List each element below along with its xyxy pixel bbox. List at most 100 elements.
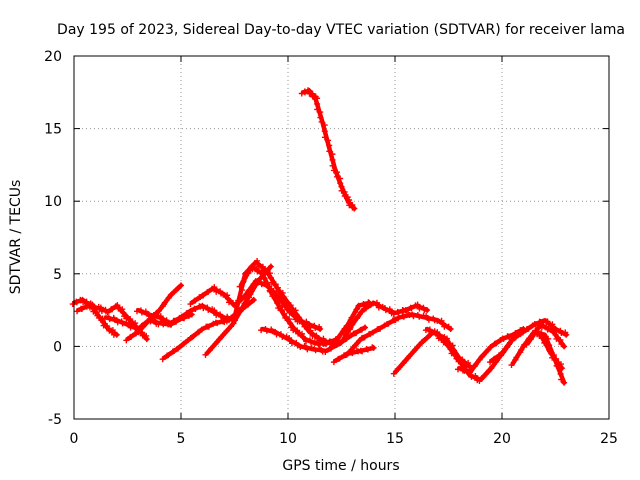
data-point: [439, 335, 446, 342]
data-point: [425, 316, 432, 323]
data-point: [119, 306, 126, 313]
data-point: [335, 333, 342, 340]
data-point: [286, 316, 293, 323]
data-point: [287, 320, 294, 327]
data-point: [217, 334, 224, 341]
data-point: [314, 106, 321, 113]
data-point: [551, 327, 558, 334]
data-point: [480, 351, 487, 358]
data-point: [69, 301, 76, 308]
data-point: [499, 348, 506, 355]
data-point: [355, 313, 362, 320]
data-point: [140, 323, 147, 330]
data-point: [167, 291, 174, 298]
data-point: [364, 346, 371, 353]
data-point: [485, 368, 492, 375]
data-point: [294, 327, 301, 334]
data-point: [529, 333, 536, 340]
data-point: [301, 323, 308, 330]
data-point: [307, 339, 314, 346]
data-point: [557, 370, 564, 377]
data-point: [491, 355, 498, 362]
data-point: [396, 364, 403, 371]
data-point: [452, 351, 459, 358]
data-point: [272, 281, 279, 288]
data-point: [472, 361, 479, 368]
data-point: [298, 90, 305, 97]
data-point: [245, 294, 252, 301]
data-point: [317, 109, 324, 116]
data-point: [299, 330, 306, 337]
data-point: [512, 334, 519, 341]
data-point: [253, 281, 260, 288]
data-point: [370, 329, 376, 336]
data-point: [266, 270, 273, 277]
data-point: [303, 338, 310, 345]
data-point: [319, 339, 326, 346]
x-tick-label: 15: [386, 431, 404, 447]
data-point: [173, 286, 180, 293]
x-tick-label: 0: [70, 431, 79, 447]
data-point: [273, 295, 280, 302]
data-point: [468, 373, 475, 380]
data-point: [275, 288, 282, 295]
series-arc-10: [236, 263, 373, 348]
x-tick-label: 25: [600, 431, 618, 447]
series-arc-4: [123, 282, 184, 344]
data-point: [351, 205, 358, 212]
data-point: [267, 288, 274, 295]
data-point: [493, 340, 500, 347]
data-point: [304, 346, 311, 353]
data-point: [552, 331, 559, 338]
data-point: [263, 327, 270, 334]
data-point: [334, 173, 341, 180]
data-point: [518, 346, 525, 353]
data-point: [236, 283, 243, 290]
data-point: [480, 373, 487, 380]
data-point: [237, 307, 244, 314]
grid-lines: [74, 56, 609, 419]
data-point: [484, 347, 491, 354]
data-point: [554, 359, 561, 366]
data-point: [250, 296, 257, 303]
data-point: [411, 346, 418, 353]
x-tick-label: 10: [279, 431, 297, 447]
data-point: [329, 162, 336, 169]
data-point: [343, 322, 350, 329]
data-point: [297, 344, 304, 350]
data-point: [274, 300, 281, 307]
data-point: [223, 318, 230, 325]
data-point: [395, 309, 402, 316]
data-point: [282, 314, 289, 321]
data-point: [192, 305, 199, 312]
data-point: [558, 365, 565, 372]
data-point: [214, 320, 221, 327]
data-point: [175, 345, 182, 352]
data-point: [190, 333, 197, 340]
data-point: [382, 307, 389, 314]
data-point: [352, 342, 359, 349]
series-arc-14: [339, 299, 431, 344]
data-point: [259, 263, 266, 270]
data-point: [448, 350, 455, 357]
data-point: [321, 122, 328, 129]
data-point: [523, 341, 530, 348]
data-point: [161, 299, 168, 306]
data-point: [558, 376, 565, 383]
data-point: [350, 319, 357, 326]
data-point: [281, 310, 288, 317]
data-point: [91, 305, 98, 312]
data-point: [349, 350, 356, 357]
data-point: [549, 354, 556, 361]
data-point: [553, 355, 560, 362]
x-tick-label: 20: [493, 431, 511, 447]
data-point: [343, 330, 350, 337]
data-point: [541, 339, 548, 346]
data-point: [241, 300, 248, 307]
data-point: [120, 309, 127, 316]
data-point: [358, 326, 365, 333]
data-point: [179, 313, 186, 320]
data-point: [406, 353, 413, 360]
data-point: [330, 167, 337, 174]
data-point: [534, 325, 541, 332]
